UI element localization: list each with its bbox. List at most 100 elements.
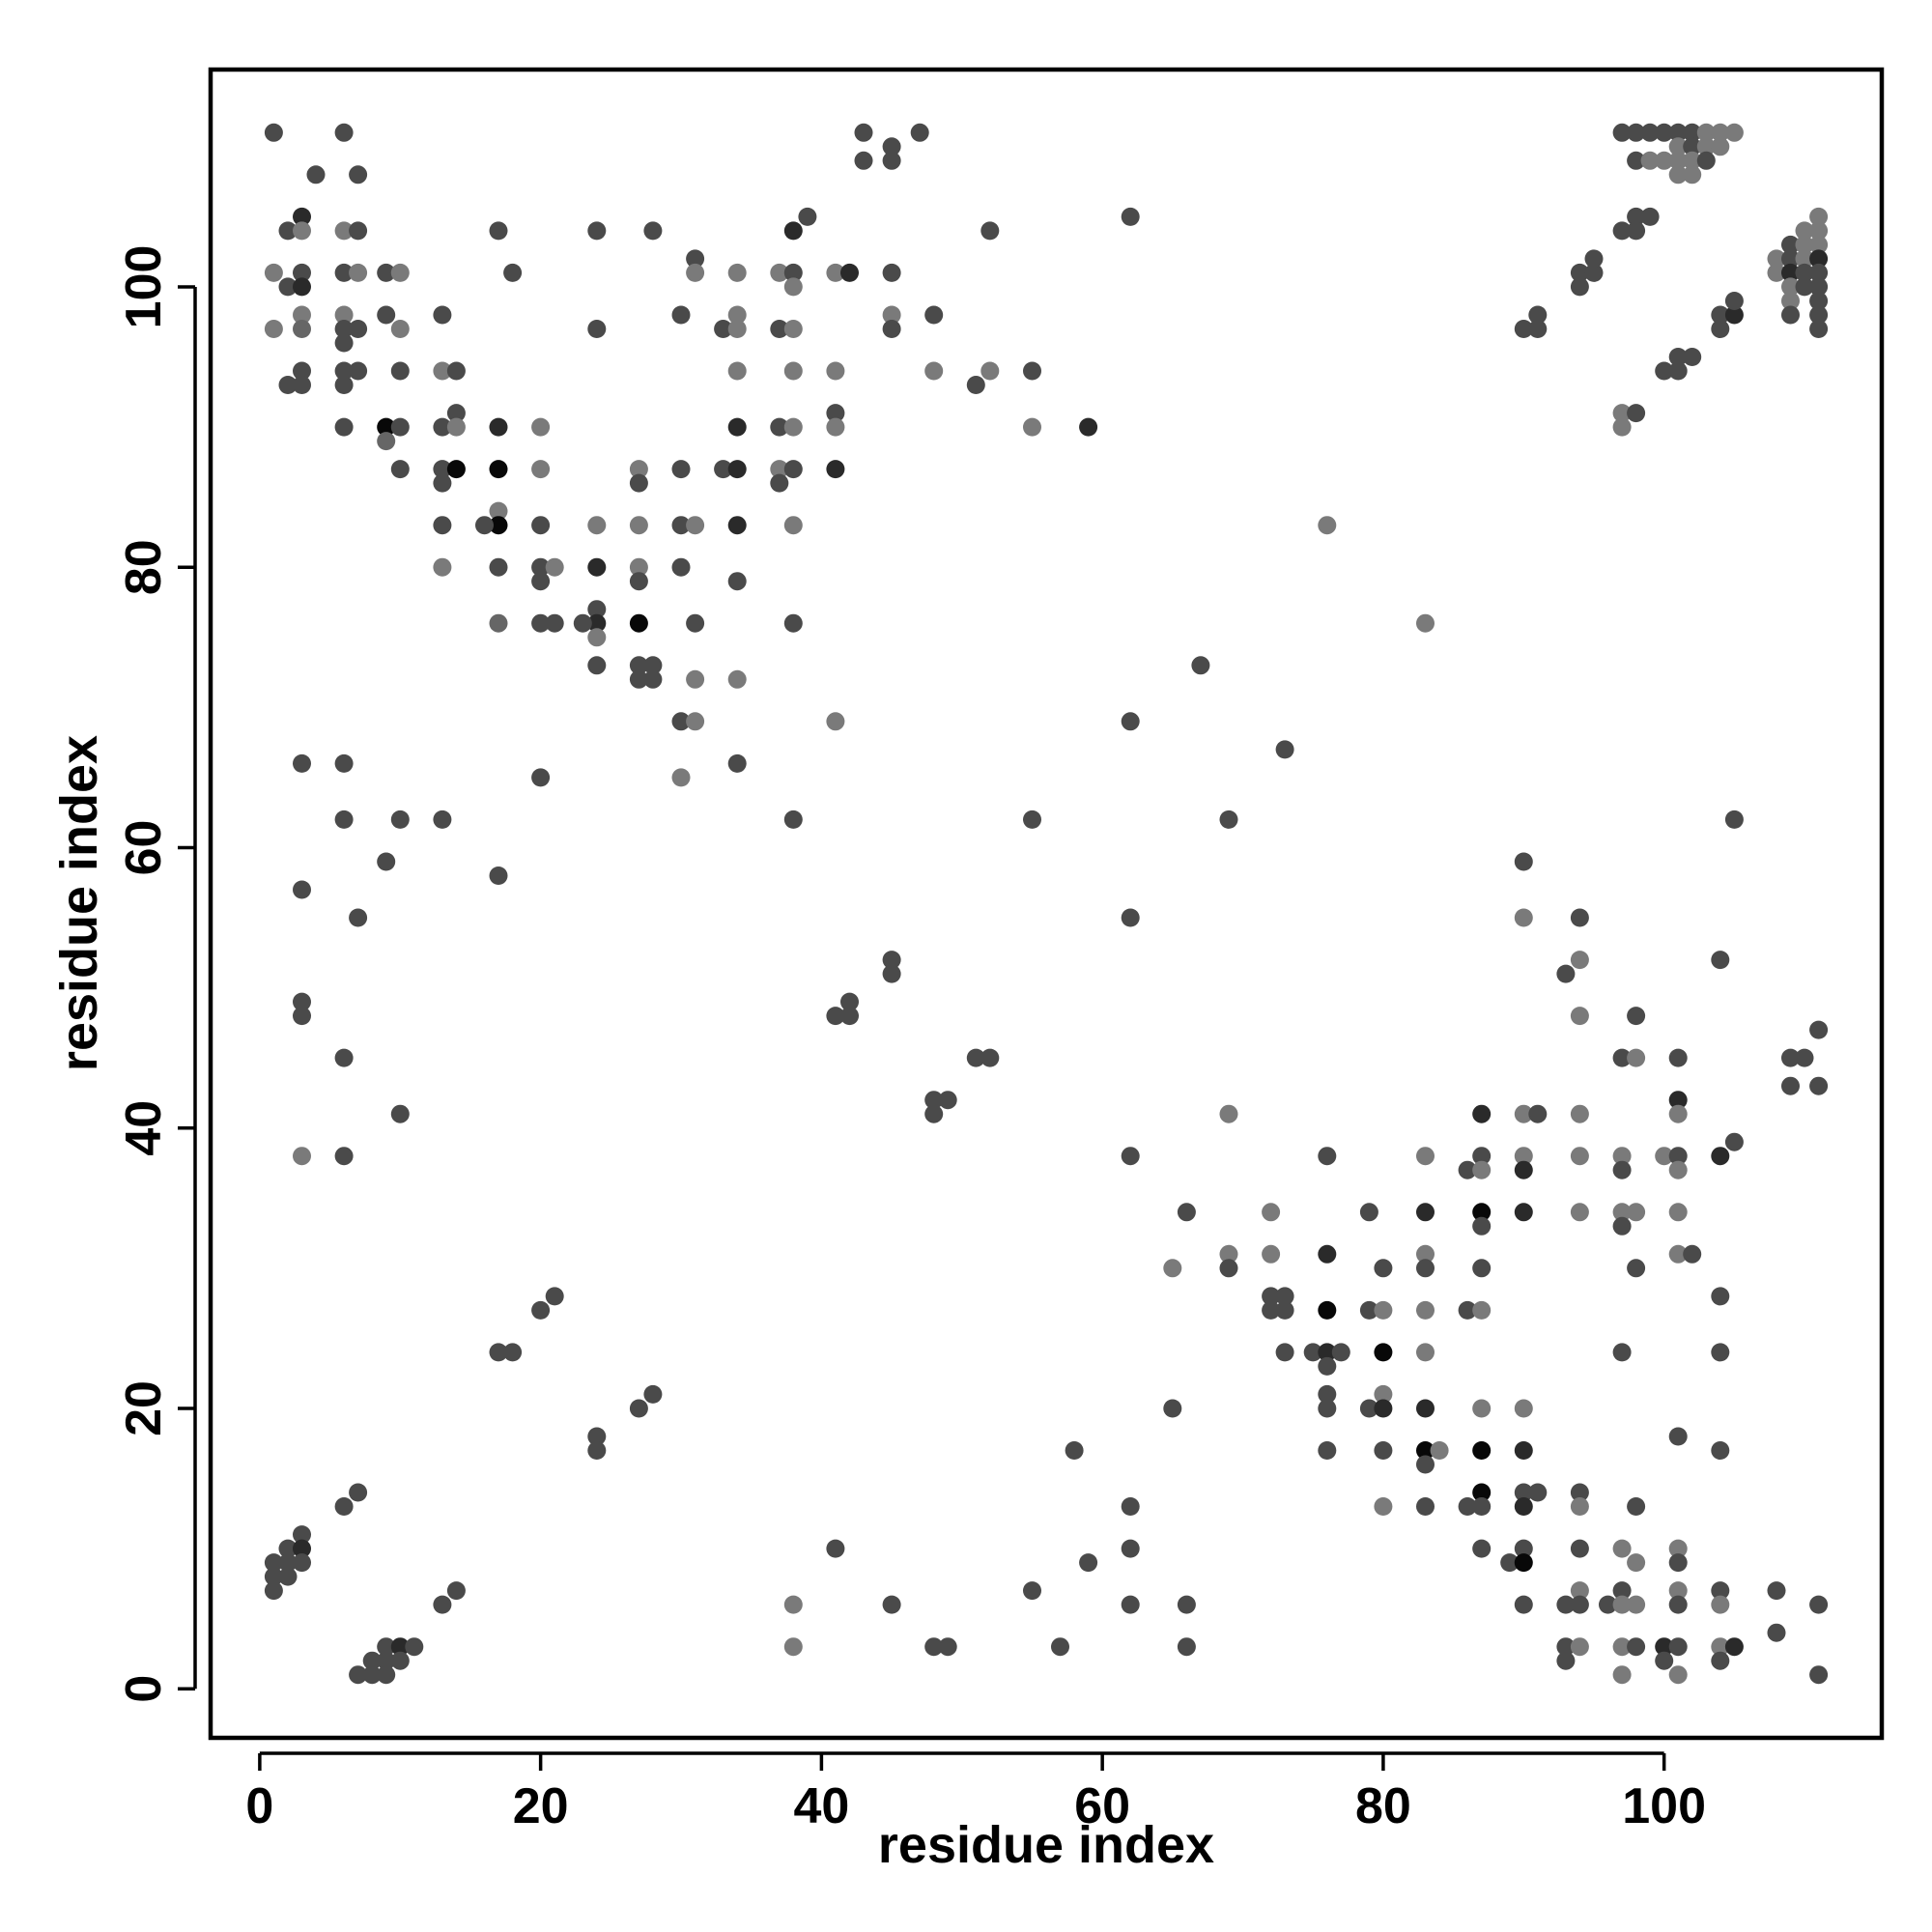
data-point bbox=[587, 1441, 607, 1460]
data-point bbox=[980, 361, 1000, 381]
data-point bbox=[1668, 1665, 1688, 1685]
data-point bbox=[882, 1595, 901, 1614]
data-point bbox=[503, 1343, 523, 1362]
data-point bbox=[293, 207, 311, 226]
data-point bbox=[1781, 1048, 1800, 1067]
data-point bbox=[390, 1651, 410, 1670]
data-point bbox=[1051, 1637, 1069, 1657]
data-point bbox=[1219, 810, 1238, 829]
data-point bbox=[545, 557, 564, 577]
data-point bbox=[1472, 1399, 1492, 1418]
data-point bbox=[1570, 1539, 1589, 1558]
data-point bbox=[1781, 263, 1800, 282]
data-point bbox=[334, 320, 354, 338]
y-tick-label: 0 bbox=[116, 1675, 172, 1703]
data-point bbox=[531, 768, 551, 787]
data-point bbox=[433, 1595, 452, 1614]
data-point bbox=[1809, 292, 1829, 310]
data-point bbox=[1767, 1623, 1786, 1642]
data-point bbox=[1023, 417, 1041, 437]
data-point bbox=[1177, 1595, 1196, 1614]
data-point bbox=[727, 320, 747, 338]
data-point bbox=[727, 572, 747, 591]
data-point bbox=[1514, 1160, 1533, 1179]
data-point bbox=[489, 557, 508, 577]
data-point bbox=[629, 557, 648, 577]
data-point bbox=[587, 600, 607, 619]
data-point bbox=[686, 516, 705, 535]
data-point bbox=[1724, 292, 1744, 310]
data-point bbox=[390, 320, 410, 338]
data-point bbox=[882, 137, 901, 156]
data-point bbox=[1374, 1259, 1393, 1278]
data-point bbox=[770, 263, 789, 282]
x-tick-label: 0 bbox=[245, 1778, 273, 1834]
data-point bbox=[489, 613, 508, 633]
data-point bbox=[1809, 305, 1829, 325]
data-point bbox=[783, 1595, 803, 1614]
data-point bbox=[1612, 1665, 1632, 1685]
y-tick-label: 60 bbox=[116, 820, 172, 876]
data-point bbox=[1584, 249, 1604, 269]
data-point bbox=[671, 768, 691, 787]
data-point bbox=[1655, 361, 1674, 381]
data-point bbox=[1318, 1356, 1337, 1376]
data-point bbox=[293, 263, 311, 282]
data-point bbox=[1627, 404, 1646, 423]
data-point bbox=[966, 376, 985, 394]
data-point bbox=[293, 361, 311, 381]
data-point bbox=[1711, 123, 1730, 142]
data-point bbox=[1374, 1300, 1393, 1320]
data-point bbox=[293, 320, 311, 338]
data-point bbox=[293, 221, 311, 241]
data-point bbox=[1121, 908, 1140, 927]
data-point bbox=[278, 1539, 298, 1558]
data-point bbox=[405, 1637, 424, 1657]
data-point bbox=[1416, 1147, 1435, 1166]
data-point bbox=[1331, 1343, 1350, 1362]
data-point bbox=[727, 669, 747, 689]
data-point bbox=[1262, 1203, 1281, 1222]
data-point bbox=[1612, 1147, 1632, 1166]
data-point bbox=[1359, 1300, 1378, 1320]
data-point bbox=[1121, 1595, 1140, 1614]
data-point bbox=[1303, 1343, 1322, 1362]
data-point bbox=[377, 1651, 396, 1670]
data-point bbox=[334, 417, 354, 437]
data-point bbox=[1711, 305, 1730, 325]
data-point bbox=[1612, 1595, 1632, 1614]
data-point bbox=[390, 263, 410, 282]
data-point bbox=[531, 613, 551, 633]
data-point bbox=[1121, 207, 1140, 226]
data-point bbox=[390, 810, 410, 829]
data-point bbox=[1668, 1581, 1688, 1601]
data-point bbox=[1809, 207, 1829, 226]
data-point bbox=[1668, 361, 1688, 381]
data-point bbox=[924, 1637, 944, 1657]
data-point bbox=[349, 908, 368, 927]
data-point bbox=[1416, 613, 1435, 633]
data-point bbox=[1711, 951, 1730, 970]
data-point bbox=[334, 305, 354, 325]
data-point bbox=[1795, 277, 1814, 297]
data-point bbox=[1514, 908, 1533, 927]
data-point bbox=[531, 1300, 551, 1320]
y-axis: 0 20 40 60 80 100 bbox=[116, 245, 197, 1703]
data-point bbox=[1275, 1287, 1294, 1306]
data-point bbox=[278, 376, 298, 394]
data-point bbox=[1121, 1147, 1140, 1166]
data-point bbox=[1781, 277, 1800, 297]
data-point bbox=[377, 417, 396, 437]
data-point bbox=[1767, 263, 1786, 282]
y-tick-label: 100 bbox=[116, 245, 172, 329]
data-point bbox=[1724, 305, 1744, 325]
data-point bbox=[1079, 1553, 1098, 1573]
data-point bbox=[1809, 1020, 1829, 1039]
data-point bbox=[1711, 1287, 1730, 1306]
data-point bbox=[686, 613, 705, 633]
data-point bbox=[1683, 1244, 1702, 1264]
data-point bbox=[446, 417, 466, 437]
data-point bbox=[1458, 1497, 1477, 1516]
data-point bbox=[1809, 235, 1829, 254]
data-point bbox=[1640, 123, 1660, 142]
